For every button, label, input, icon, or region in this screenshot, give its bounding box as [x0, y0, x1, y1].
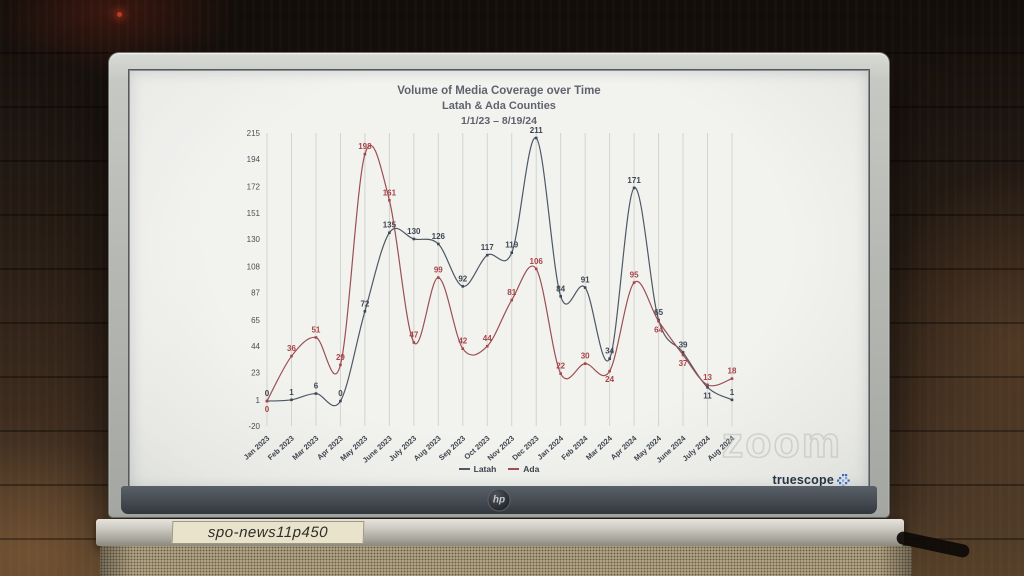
svg-text:72: 72: [360, 299, 369, 308]
svg-text:Mar 2023: Mar 2023: [290, 434, 320, 462]
svg-text:-20: -20: [248, 422, 260, 431]
bottom-bezel: hp: [121, 486, 877, 514]
svg-text:44: 44: [483, 334, 492, 343]
svg-text:92: 92: [458, 274, 467, 283]
svg-text:1: 1: [256, 396, 261, 405]
svg-text:65: 65: [251, 316, 260, 325]
y-axis-labels: -20 1 23 44 65 87 108 130 151 172 194 215: [247, 129, 261, 431]
svg-text:65: 65: [654, 308, 663, 317]
svg-text:39: 39: [679, 340, 688, 349]
legend-item-latah: Latah: [458, 464, 497, 474]
svg-text:215: 215: [247, 129, 261, 138]
svg-text:0: 0: [265, 389, 270, 398]
svg-text:198: 198: [358, 142, 372, 151]
svg-text:130: 130: [247, 235, 261, 244]
svg-text:64: 64: [654, 325, 663, 334]
svg-text:161: 161: [383, 188, 397, 197]
chart-date-range: 1/1/23 – 8/19/24: [461, 115, 537, 127]
svg-text:130: 130: [407, 227, 421, 236]
svg-text:91: 91: [581, 276, 590, 285]
svg-text:Dec 2023: Dec 2023: [510, 434, 540, 462]
svg-text:24: 24: [605, 375, 614, 384]
svg-text:44: 44: [251, 342, 260, 351]
svg-text:18: 18: [728, 367, 737, 376]
svg-text:29: 29: [336, 353, 345, 362]
svg-text:81: 81: [507, 288, 516, 297]
chart-title-block: Volume of Media Coverage over Time Latah…: [130, 84, 868, 128]
zoom-watermark: zoom: [721, 418, 842, 468]
svg-text:119: 119: [505, 241, 518, 250]
svg-text:Sep 2023: Sep 2023: [437, 434, 467, 462]
svg-text:11: 11: [703, 391, 712, 400]
svg-text:117: 117: [481, 243, 494, 252]
legend-label-latah: Latah: [473, 464, 497, 474]
legend-swatch-ada: [508, 468, 520, 470]
svg-text:95: 95: [630, 271, 639, 280]
svg-text:42: 42: [458, 337, 467, 346]
svg-text:106: 106: [530, 257, 544, 266]
red-led-dot: [117, 12, 122, 17]
svg-text:151: 151: [247, 209, 261, 218]
svg-text:6: 6: [314, 382, 319, 391]
laptop-lid: Volume of Media Coverage over Time Latah…: [108, 52, 890, 518]
truescope-logo-icon: [837, 473, 850, 487]
truescope-wordmark: truescope: [772, 473, 834, 487]
svg-text:47: 47: [409, 330, 418, 339]
chart-title: Volume of Media Coverage over Time: [397, 85, 601, 97]
svg-text:99: 99: [434, 266, 443, 275]
chart-subtitle: Latah & Ada Counties: [442, 100, 556, 112]
svg-text:1: 1: [289, 388, 294, 397]
svg-text:30: 30: [581, 352, 590, 361]
gridlines: [266, 133, 733, 426]
svg-text:23: 23: [251, 368, 260, 377]
svg-text:194: 194: [247, 155, 261, 164]
truescope-brand: truescope: [772, 473, 850, 487]
legend-item-ada: Ada: [508, 464, 539, 474]
svg-text:22: 22: [556, 362, 565, 371]
svg-text:Aug 2023: Aug 2023: [412, 434, 443, 463]
svg-text:34: 34: [605, 347, 614, 356]
laptop-screen: Volume of Media Coverage over Time Latah…: [128, 69, 870, 491]
svg-text:135: 135: [383, 221, 397, 230]
svg-text:126: 126: [432, 232, 446, 241]
svg-text:172: 172: [247, 183, 261, 192]
svg-text:36: 36: [287, 344, 296, 353]
hp-logo: hp: [487, 488, 511, 512]
svg-text:0: 0: [265, 405, 270, 414]
svg-text:84: 84: [556, 284, 565, 293]
legend-swatch-latah: [458, 468, 470, 470]
chart-legend: Latah Ada: [130, 464, 868, 474]
svg-text:0: 0: [338, 389, 343, 398]
svg-text:37: 37: [679, 359, 688, 368]
svg-text:51: 51: [311, 325, 320, 334]
svg-text:13: 13: [703, 373, 712, 382]
svg-text:108: 108: [247, 262, 261, 271]
laptop-hinge: spo-news11p450: [96, 519, 904, 546]
svg-text:211: 211: [530, 126, 543, 135]
svg-text:87: 87: [251, 289, 260, 298]
svg-text:171: 171: [627, 176, 641, 185]
legend-label-ada: Ada: [523, 464, 540, 474]
asset-sticker: spo-news11p450: [171, 521, 365, 544]
laptop-base-speaker-grille: [100, 546, 912, 576]
svg-text:1: 1: [730, 388, 735, 397]
